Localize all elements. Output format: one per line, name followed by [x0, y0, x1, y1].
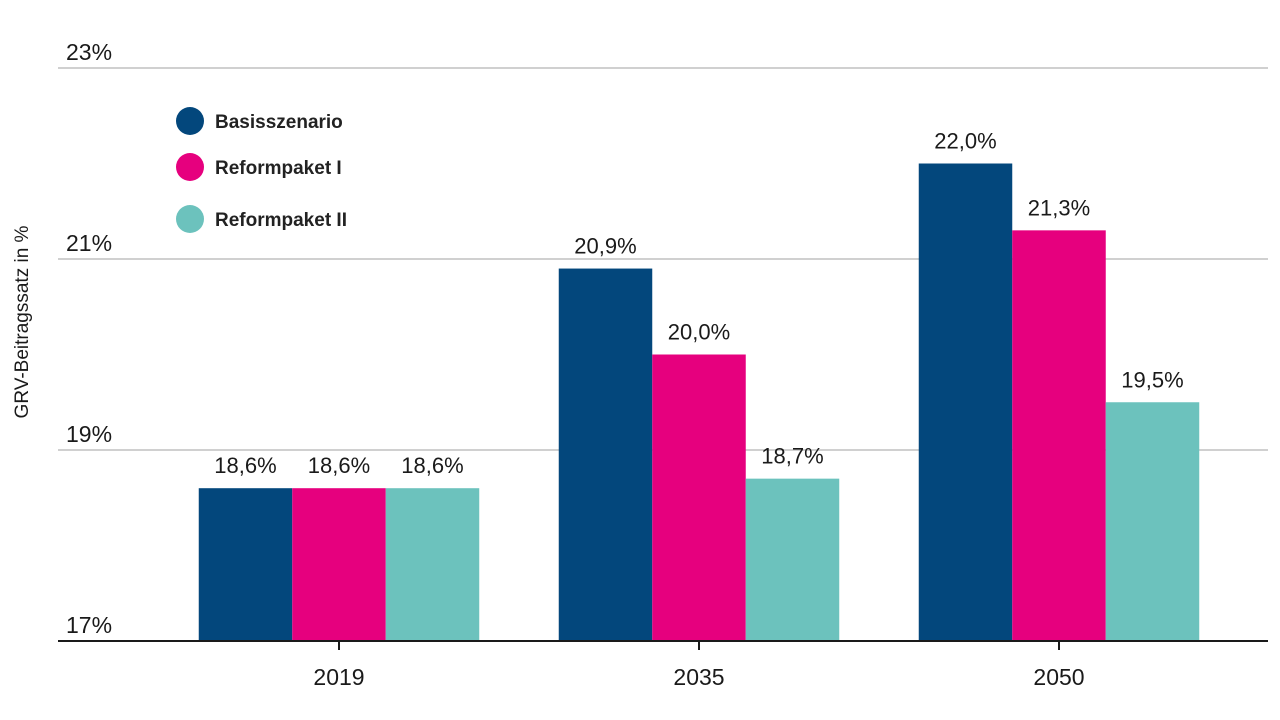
- x-tick-label: 2050: [1033, 664, 1084, 690]
- data-label: 18,6%: [401, 453, 463, 478]
- bar: [652, 354, 746, 641]
- y-tick-label: 17%: [66, 612, 112, 638]
- legend-label: Reformpaket I: [215, 158, 342, 179]
- y-tick-label: 19%: [66, 421, 112, 447]
- data-label: 20,0%: [668, 320, 730, 345]
- legend-label: Reformpaket II: [215, 210, 347, 231]
- bar: [558, 268, 653, 641]
- legend-swatch: [176, 107, 204, 135]
- bar: [292, 488, 386, 641]
- bars: [198, 163, 1200, 641]
- bar: [385, 488, 480, 641]
- y-tick-label: 21%: [66, 230, 112, 256]
- bar: [745, 478, 840, 641]
- data-label: 18,6%: [214, 453, 276, 478]
- data-label: 20,9%: [574, 234, 636, 259]
- data-label: 19,5%: [1121, 367, 1183, 392]
- y-axis-ticks: 17% 19% 21% 23%: [66, 39, 112, 638]
- x-tick-label: 2019: [313, 664, 364, 690]
- x-axis-ticks: 2019 2035 2050: [313, 641, 1085, 690]
- legend: Basisszenario Reformpaket I Reformpaket II: [176, 107, 347, 233]
- data-label: 21,3%: [1028, 195, 1090, 220]
- data-label: 22,0%: [934, 129, 996, 154]
- data-label: 18,7%: [761, 444, 823, 469]
- y-axis-label: GRV-Beitragssatz in %: [12, 225, 33, 418]
- data-labels: 18,6% 18,6% 18,6% 20,9% 20,0% 18,7% 22,0% 21,3%…: [214, 129, 1183, 479]
- x-tick-label: 2035: [673, 664, 724, 690]
- y-tick-label: 23%: [66, 39, 112, 65]
- data-label: 18,6%: [308, 453, 370, 478]
- bar: [1105, 402, 1200, 641]
- bar: [198, 488, 293, 641]
- legend-label: Basisszenario: [215, 112, 343, 133]
- legend-swatch: [176, 205, 204, 233]
- bar: [1012, 230, 1106, 641]
- legend-swatch: [176, 153, 204, 181]
- bar: [918, 163, 1013, 641]
